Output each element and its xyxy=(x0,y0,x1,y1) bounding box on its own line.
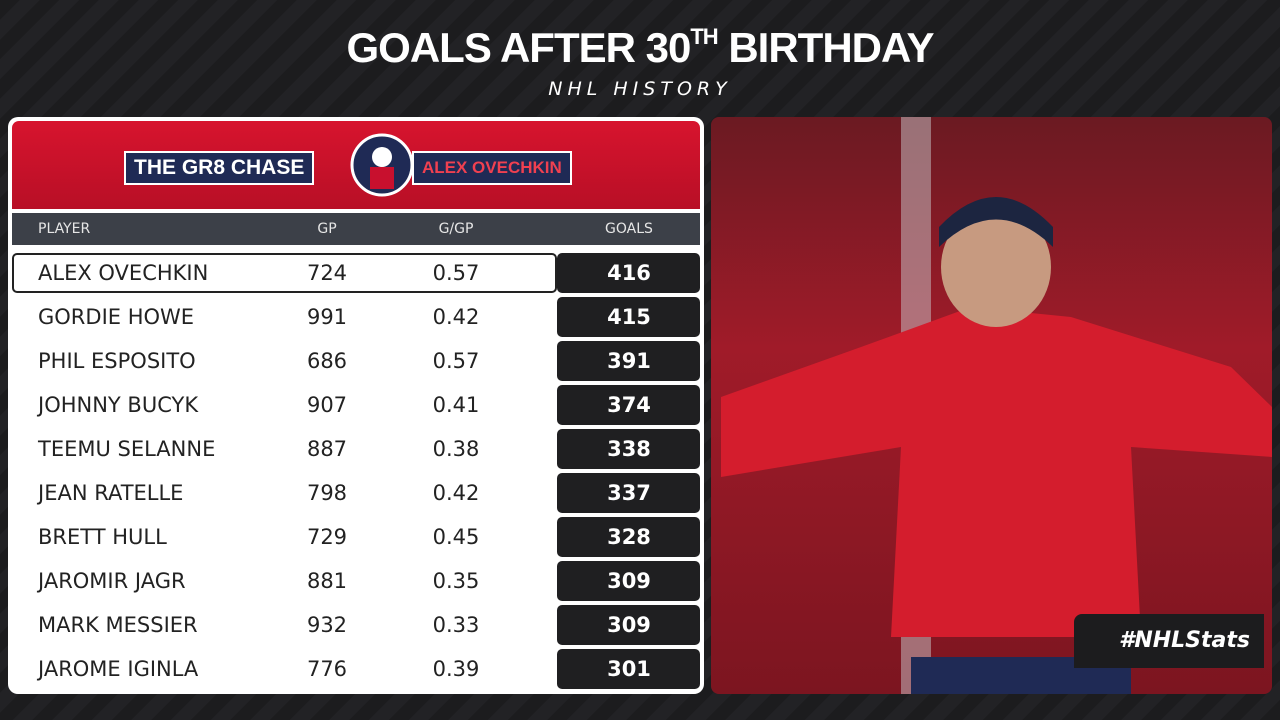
banner: THE GR8 CHASE ALEX OVECHKIN xyxy=(12,121,700,209)
table-cell: TEEMU SELANNE xyxy=(38,437,216,461)
goals-cell xyxy=(557,297,700,337)
table-row: ALEX OVECHKIN 724 0.57 416 xyxy=(12,253,700,293)
table-panel: THE GR8 CHASE ALEX OVECHKIN PLAYER GP G/GP… xyxy=(8,117,704,694)
banner-right: ALEX OVECHKIN xyxy=(412,151,572,185)
table-cell: 309 xyxy=(607,569,651,593)
table-cell: 416 xyxy=(607,261,651,285)
column-header: PLAYER xyxy=(38,221,91,237)
table-cell: BRETT HULL xyxy=(38,525,167,549)
table-row: JEAN RATELLE 798 0.42 337 xyxy=(12,473,700,513)
table-cell: 686 xyxy=(306,349,348,373)
table-cell: 0.57 xyxy=(432,261,480,285)
table-row: MARK MESSIER 932 0.33 309 xyxy=(12,605,700,645)
column-header: GOALS xyxy=(605,221,653,237)
table-header: PLAYER GP G/GP GOALS xyxy=(12,213,700,245)
banner-left: THE GR8 CHASE xyxy=(124,151,315,185)
table-cell: PHIL ESPOSITO xyxy=(38,349,196,373)
row-highlight xyxy=(12,253,557,293)
table-cell: 798 xyxy=(306,481,348,505)
table-cell: 907 xyxy=(306,393,348,417)
table-cell: 301 xyxy=(607,657,651,681)
goals-cell xyxy=(557,605,700,645)
table-row: BRETT HULL 729 0.45 328 xyxy=(12,517,700,557)
table-cell: 0.41 xyxy=(432,393,480,417)
title-main: GOALS AFTER 30 xyxy=(346,24,692,71)
table-cell: GORDIE HOWE xyxy=(38,305,195,329)
table-cell: 0.45 xyxy=(432,525,480,549)
table-cell: 991 xyxy=(306,305,348,329)
table-cell: 415 xyxy=(607,305,651,329)
table-row: GORDIE HOWE 991 0.42 415 xyxy=(12,297,700,337)
table-cell: 0.35 xyxy=(432,569,480,593)
table-cell: 0.39 xyxy=(432,657,480,681)
goals-cell xyxy=(557,253,700,293)
table-cell: ALEX OVECHKIN xyxy=(38,261,209,285)
goals-cell xyxy=(557,429,700,469)
title-end: BIRTHDAY xyxy=(728,24,934,71)
goals-cell xyxy=(557,561,700,601)
table-cell: 374 xyxy=(607,393,651,417)
table-row: JAROMIR JAGR 881 0.35 309 xyxy=(12,561,700,601)
table-row: PHIL ESPOSITO 686 0.57 391 xyxy=(12,341,700,381)
photo: #NHLStats xyxy=(711,117,1272,694)
table-cell: 724 xyxy=(306,261,348,285)
column-header: GP xyxy=(317,221,337,237)
table-cell: 932 xyxy=(306,613,348,637)
table-cell: JAROME IGINLA xyxy=(38,657,199,681)
photo-art xyxy=(721,117,1272,694)
goals-cell xyxy=(557,649,700,689)
goals-cell xyxy=(557,341,700,381)
goals-cell xyxy=(557,473,700,513)
table-row: JOHNNY BUCYK 907 0.41 374 xyxy=(12,385,700,425)
title: GOALS AFTER 30TH BIRTHDAY xyxy=(0,24,1280,72)
subtitle: NHL HISTORY xyxy=(548,78,732,100)
goals-cell xyxy=(557,385,700,425)
title-sup: TH xyxy=(690,24,718,49)
table-cell: 887 xyxy=(306,437,348,461)
table-cell: 337 xyxy=(607,481,651,505)
table-cell: 338 xyxy=(607,437,651,461)
table-cell: MARK MESSIER xyxy=(38,613,198,637)
column-header: G/GP xyxy=(438,221,474,237)
table-cell: 391 xyxy=(607,349,651,373)
table-cell: 881 xyxy=(306,569,348,593)
table-cell: JAROMIR JAGR xyxy=(38,569,186,593)
table-cell: 729 xyxy=(306,525,348,549)
hashtag: #NHLStats xyxy=(1074,614,1264,668)
goals-cell xyxy=(557,517,700,557)
table-cell: 0.38 xyxy=(432,437,480,461)
table-cell: 0.42 xyxy=(432,305,480,329)
table-cell: 776 xyxy=(306,657,348,681)
player-logo xyxy=(350,133,414,197)
table-cell: 0.33 xyxy=(432,613,480,637)
table-row: JAROME IGINLA 776 0.39 301 xyxy=(12,649,700,689)
table-row: TEEMU SELANNE 887 0.38 338 xyxy=(12,429,700,469)
table-cell: 309 xyxy=(607,613,651,637)
table-cell: JOHNNY BUCYK xyxy=(38,393,199,417)
table-cell: 0.57 xyxy=(432,349,480,373)
table-cell: 328 xyxy=(607,525,651,549)
table-cell: JEAN RATELLE xyxy=(38,481,184,505)
table-cell: 0.42 xyxy=(432,481,480,505)
